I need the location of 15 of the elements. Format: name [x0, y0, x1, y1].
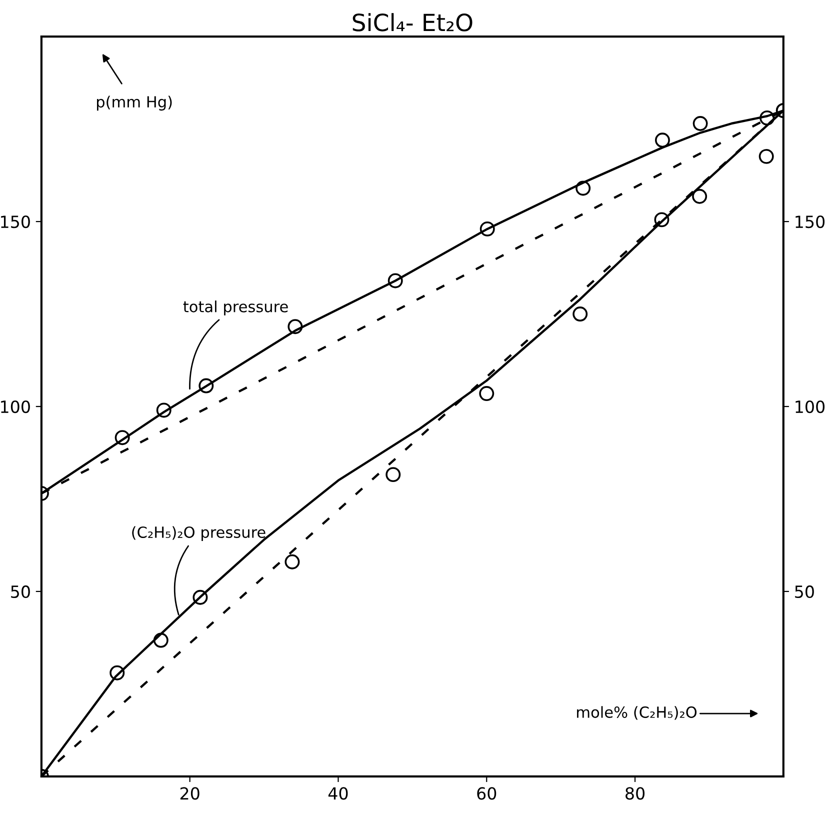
- y-tick-label: 150: [1, 216, 30, 228]
- annotation: (C₂H₅)₂O pressure: [132, 526, 266, 541]
- y-tick-label: 50: [11, 585, 30, 598]
- x-axis-title: mole% (C₂H₅)₂O: [577, 706, 697, 720]
- x-tick-label: 20: [180, 787, 200, 800]
- y2-tick-label: 150: [796, 216, 825, 228]
- y2-tick-label: 100: [796, 400, 825, 414]
- chart-title: SiCl₄- Et₂O: [352, 13, 472, 32]
- x-tick-label: 80: [626, 787, 645, 800]
- x-tick-label: 40: [328, 787, 348, 800]
- y-axis-title: p(mm Hg): [97, 96, 172, 111]
- annotation: total pressure: [183, 300, 288, 316]
- y2-tick-label: 50: [795, 585, 814, 598]
- y-tick-label: 100: [1, 400, 30, 414]
- x-tick-label: 60: [477, 787, 496, 800]
